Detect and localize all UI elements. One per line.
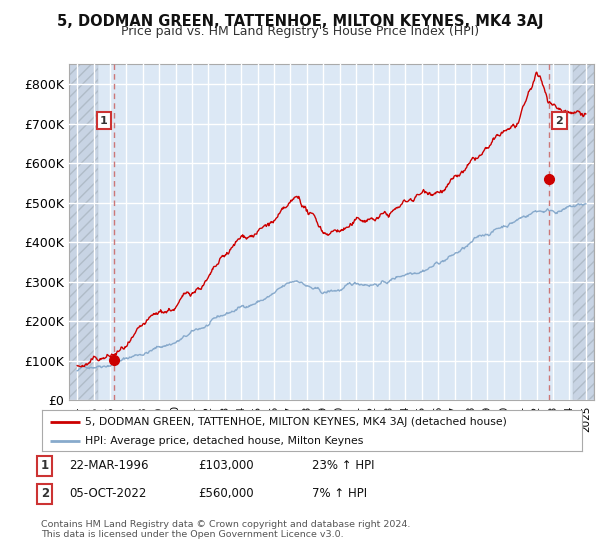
Bar [69,64,98,400]
Text: £103,000: £103,000 [198,459,254,473]
Bar [69,64,98,400]
Text: 23% ↑ HPI: 23% ↑ HPI [312,459,374,473]
Text: 2: 2 [41,487,49,501]
Text: 22-MAR-1996: 22-MAR-1996 [69,459,149,473]
Text: 5, DODMAN GREEN, TATTENHOE, MILTON KEYNES, MK4 3AJ: 5, DODMAN GREEN, TATTENHOE, MILTON KEYNE… [57,14,543,29]
Text: 7% ↑ HPI: 7% ↑ HPI [312,487,367,501]
Text: Price paid vs. HM Land Registry's House Price Index (HPI): Price paid vs. HM Land Registry's House … [121,25,479,38]
Text: 05-OCT-2022: 05-OCT-2022 [69,487,146,501]
Bar [574,64,594,400]
Text: £560,000: £560,000 [198,487,254,501]
Text: 5, DODMAN GREEN, TATTENHOE, MILTON KEYNES, MK4 3AJ (detached house): 5, DODMAN GREEN, TATTENHOE, MILTON KEYNE… [85,417,507,427]
Text: HPI: Average price, detached house, Milton Keynes: HPI: Average price, detached house, Milt… [85,436,364,446]
Text: 1: 1 [100,116,108,125]
Text: 1: 1 [41,459,49,473]
Text: Contains HM Land Registry data © Crown copyright and database right 2024.
This d: Contains HM Land Registry data © Crown c… [41,520,410,539]
Bar [574,64,594,400]
Text: 2: 2 [556,116,563,125]
